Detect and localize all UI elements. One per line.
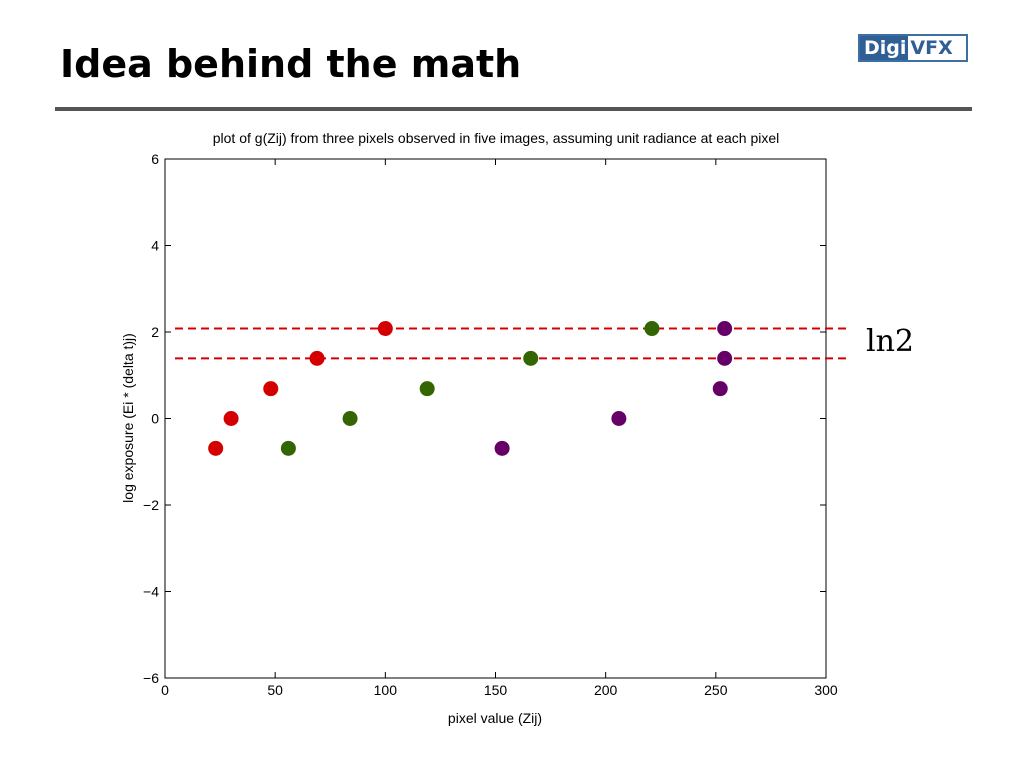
data-point xyxy=(712,381,728,397)
digivfx-logo: Digi VFX xyxy=(858,34,968,62)
x-tick-label: 100 xyxy=(374,682,398,698)
y-tick-label: −2 xyxy=(143,497,159,513)
data-point xyxy=(223,411,239,426)
y-tick-label: 0 xyxy=(151,411,159,427)
slide-title: Idea behind the math xyxy=(60,42,522,86)
data-point xyxy=(342,411,358,426)
data-point xyxy=(523,350,539,366)
data-point xyxy=(208,440,224,456)
data-point xyxy=(611,411,627,426)
plot-area-frame xyxy=(164,158,827,679)
logo-text-digi: Digi xyxy=(860,36,909,60)
x-tick-label: 250 xyxy=(704,682,728,698)
data-point xyxy=(717,321,733,337)
x-tick-label: 300 xyxy=(814,682,838,698)
data-point xyxy=(377,321,393,337)
data-point xyxy=(263,381,279,397)
y-tick-label: −4 xyxy=(143,584,159,600)
chart-title: plot of g(Zij) from three pixels observe… xyxy=(213,130,780,146)
data-point xyxy=(494,440,510,456)
y-axis-label: log exposure (Ei * (delta t)j) xyxy=(120,333,136,503)
data-point xyxy=(644,321,660,337)
data-point xyxy=(280,440,296,456)
logo-text-vfx: VFX xyxy=(908,36,966,60)
x-axis-label: pixel value (Zij) xyxy=(448,710,542,726)
x-tick-label: 150 xyxy=(484,682,508,698)
data-point xyxy=(309,350,325,366)
y-tick-label: −6 xyxy=(143,670,159,686)
y-tick-label: 4 xyxy=(151,238,159,254)
data-point xyxy=(717,350,733,366)
x-tick-label: 50 xyxy=(267,682,283,698)
y-tick-label: 6 xyxy=(151,151,159,167)
ln2-annotation: ln2 xyxy=(866,324,915,359)
x-tick-label: 200 xyxy=(594,682,618,698)
x-tick-label: 0 xyxy=(161,682,169,698)
data-point xyxy=(419,381,435,397)
y-tick-label: 2 xyxy=(151,324,159,340)
title-divider xyxy=(55,107,972,111)
